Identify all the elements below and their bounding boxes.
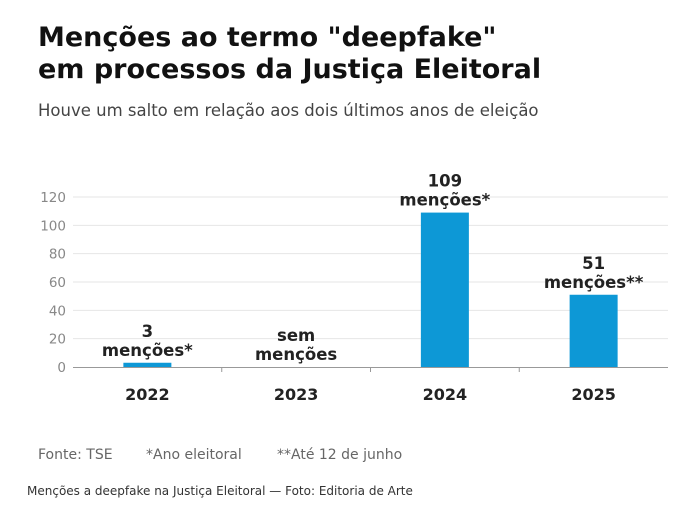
chart-title: Menções ao termo "deepfake" em processos… — [38, 22, 678, 86]
data-label-2022-line-2: menções* — [102, 341, 193, 360]
x-tick-label-2024: 2024 — [423, 385, 468, 404]
bar-2025 — [569, 294, 618, 367]
bar-2022 — [123, 362, 172, 367]
y-tick-label: 40 — [49, 303, 66, 319]
data-label-2023-line-1: sem — [277, 326, 315, 345]
footnote-source: Fonte: TSE — [38, 447, 113, 463]
chart-title-line-2: em processos da Justiça Eleitoral — [38, 54, 542, 85]
chart-subtitle: Houve um salto em relação aos dois últim… — [38, 101, 539, 120]
x-tick-label-2022: 2022 — [125, 385, 170, 404]
x-tick-label-2025: 2025 — [571, 385, 616, 404]
data-label-2023-line-2: menções — [255, 345, 337, 364]
bar-chart: 02040608010012020223menções*2023semmençõ… — [40, 172, 668, 404]
y-tick-label: 0 — [57, 360, 66, 376]
y-tick-label: 60 — [49, 275, 66, 291]
x-tick-label-2023: 2023 — [274, 385, 319, 404]
y-tick-label: 80 — [49, 247, 66, 263]
data-label-2024-line-2: menções* — [399, 191, 490, 210]
y-tick-label: 120 — [40, 190, 66, 206]
data-label-2024-line-1: 109 — [428, 172, 462, 191]
bar-2024 — [420, 212, 469, 367]
chart-title-line-1: Menções ao termo "deepfake" — [38, 22, 497, 53]
footnote-election-year: *Ano eleitoral — [146, 447, 242, 463]
image-caption: Menções a deepfake na Justiça Eleitoral … — [27, 484, 413, 498]
footnote-until-date: **Até 12 de junho — [277, 447, 403, 463]
y-tick-label: 20 — [49, 332, 66, 348]
data-label-2025-line-1: 51 — [582, 254, 605, 273]
data-label-2025-line-2: menções** — [544, 273, 644, 292]
y-tick-label: 100 — [40, 218, 66, 234]
data-label-2022-line-1: 3 — [142, 322, 153, 341]
